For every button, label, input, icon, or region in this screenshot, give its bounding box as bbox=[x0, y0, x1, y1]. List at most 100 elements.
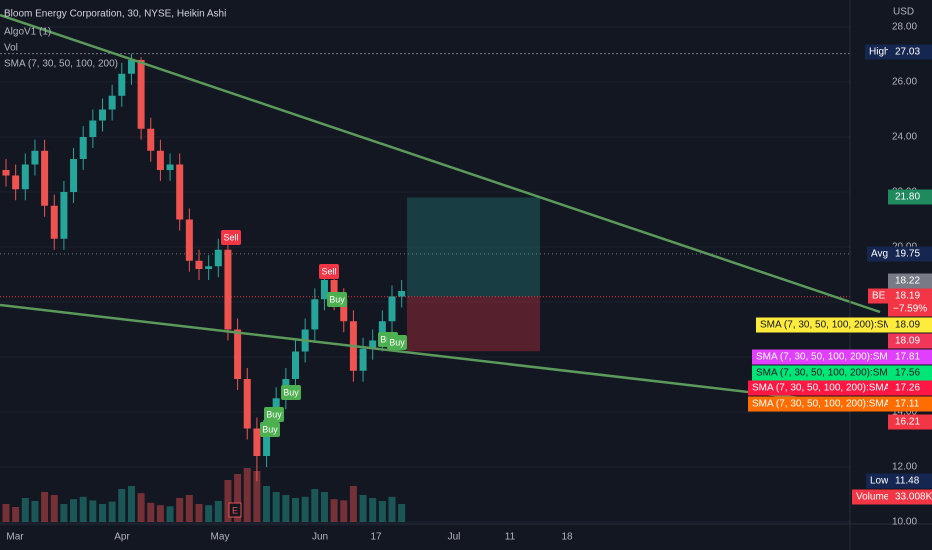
x-tick-label: Mar bbox=[6, 532, 24, 543]
tag-name: SMA (7, 30, 50, 100, 200):SMA(200) bbox=[752, 383, 914, 394]
candle-body bbox=[2, 170, 10, 176]
volume-bar bbox=[330, 499, 338, 522]
candle-body bbox=[21, 164, 29, 190]
volume-bar bbox=[41, 492, 49, 522]
tag-name-bg bbox=[867, 246, 888, 262]
tag-value: 19.75 bbox=[895, 249, 920, 260]
candle-body bbox=[388, 296, 396, 322]
candle-body bbox=[137, 60, 145, 129]
volume-bar bbox=[185, 495, 193, 522]
volume-bar bbox=[50, 495, 58, 522]
tag-name-bg bbox=[865, 44, 888, 60]
volume-bar bbox=[108, 501, 116, 522]
candle-body bbox=[176, 164, 184, 220]
tag-change: −7.59% bbox=[893, 304, 927, 315]
volume-bar bbox=[137, 493, 145, 522]
signal-label: Buy bbox=[283, 387, 299, 397]
candle-body bbox=[79, 137, 87, 159]
tag-name: SMA (7, 30, 50, 100, 200):SMA(7) bbox=[760, 320, 911, 331]
tag-value-bg bbox=[888, 189, 932, 205]
candle-body bbox=[378, 321, 386, 341]
volume-bar bbox=[89, 500, 97, 522]
y-tick-label: 10.00 bbox=[892, 517, 917, 528]
volume-bar bbox=[320, 492, 328, 522]
volume-bar bbox=[12, 507, 20, 522]
candle-body bbox=[99, 109, 106, 121]
candle-body bbox=[166, 164, 174, 170]
candle-body bbox=[243, 379, 251, 429]
signal-label: Sell bbox=[321, 266, 336, 276]
volume-bar bbox=[31, 501, 39, 522]
candle-body bbox=[263, 420, 271, 456]
tag-value: 18.19 bbox=[895, 291, 920, 302]
tag-name-bg bbox=[748, 396, 888, 412]
tag-value-bg bbox=[888, 396, 932, 412]
indicator-label: SMA (7, 30, 50, 100, 200) bbox=[4, 59, 118, 70]
tag-value-bg bbox=[888, 489, 932, 505]
tag-value-bg bbox=[888, 246, 932, 262]
candle-body bbox=[12, 175, 20, 190]
volume-bar bbox=[263, 486, 271, 522]
volume-bar bbox=[398, 504, 406, 522]
volume-bar bbox=[99, 504, 106, 522]
signal-badge bbox=[281, 385, 301, 400]
tag-value: 18.09 bbox=[895, 336, 920, 347]
tag-value-bg bbox=[888, 473, 932, 489]
volume-bar bbox=[388, 496, 396, 522]
target-zone bbox=[407, 197, 540, 297]
candle-body bbox=[234, 329, 242, 379]
tag-name: Low bbox=[870, 476, 889, 487]
volume-bar bbox=[282, 495, 290, 522]
volume-bar bbox=[253, 471, 261, 522]
volume-bar bbox=[2, 504, 10, 522]
tag-name-bg bbox=[868, 288, 888, 304]
tag-value: 21.80 bbox=[895, 192, 920, 203]
volume-bar bbox=[243, 468, 251, 522]
x-tick-label: 18 bbox=[561, 532, 573, 543]
tag-name: BE bbox=[872, 291, 886, 302]
candle-body bbox=[253, 428, 261, 456]
volume-bar bbox=[272, 492, 280, 522]
candle-body bbox=[108, 95, 116, 110]
candle-body bbox=[195, 260, 203, 269]
volume-bar bbox=[340, 500, 348, 522]
candle-body bbox=[118, 73, 126, 96]
tag-name: SMA (7, 30, 50, 100, 200):SMA(30) bbox=[756, 352, 912, 363]
candle-body bbox=[60, 192, 68, 239]
volume-bar bbox=[147, 502, 155, 522]
volume-bar bbox=[378, 501, 386, 522]
x-tick-label: Jul bbox=[448, 532, 461, 543]
tag-name: SMA (7, 30, 50, 100, 200):SMA(50) bbox=[756, 368, 912, 379]
candle-body bbox=[359, 348, 367, 371]
volume-bar bbox=[224, 480, 232, 522]
x-tick-label: Apr bbox=[114, 532, 130, 543]
x-tick-label: 17 bbox=[370, 532, 382, 543]
volume-pane bbox=[2, 468, 406, 522]
signal-badge bbox=[327, 292, 347, 307]
candle-body bbox=[205, 266, 213, 269]
candle-body bbox=[369, 340, 377, 349]
volume-bar bbox=[301, 496, 309, 522]
tag-value-bg bbox=[888, 414, 932, 430]
tag-value-bg bbox=[888, 349, 932, 365]
price-tags: High 27.03 21.80 Avg 19.75 18.22 BE 18.19 −7.59%… bbox=[748, 44, 932, 505]
signal-badge bbox=[319, 264, 339, 279]
tag-name-bg bbox=[752, 349, 888, 365]
tag-value-bg bbox=[888, 44, 932, 60]
volume-bar bbox=[118, 489, 126, 522]
signal-badge bbox=[264, 407, 284, 422]
tag-value: 18.09 bbox=[895, 320, 920, 331]
signal-label: Buy bbox=[262, 424, 278, 434]
position-tool bbox=[0, 53, 850, 352]
volume-bar bbox=[359, 495, 367, 522]
signal-label: Buy bbox=[329, 294, 345, 304]
volume-bar bbox=[292, 498, 299, 522]
signal-label: Sell bbox=[223, 232, 238, 242]
x-tick-label: 11 bbox=[505, 532, 516, 543]
x-tick-label: Jun bbox=[312, 532, 328, 543]
tag-name-bg bbox=[852, 489, 888, 505]
volume-bar bbox=[205, 505, 213, 522]
tag-name-bg bbox=[756, 317, 888, 333]
